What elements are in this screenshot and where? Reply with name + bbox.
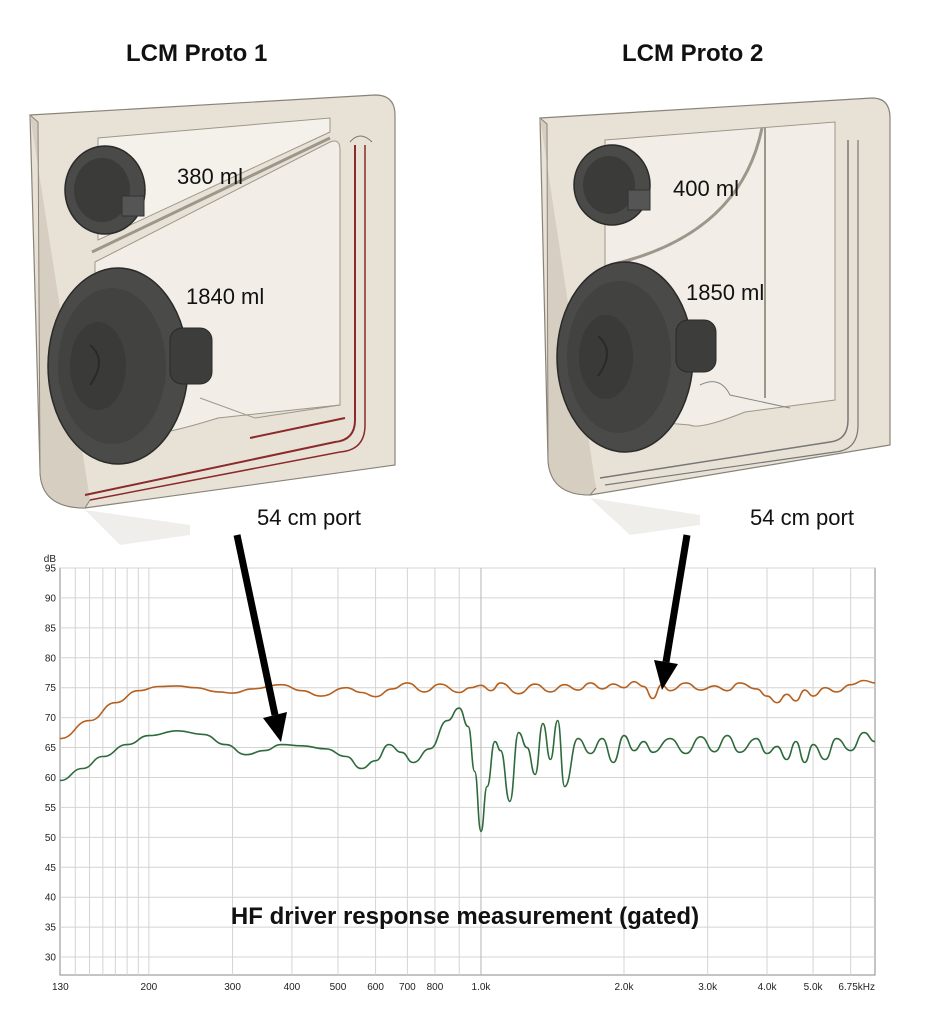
- y-tick-label: 55: [45, 803, 57, 814]
- x-tick-label: 800: [427, 982, 444, 993]
- proto2-arrowhead-icon: [654, 660, 678, 690]
- y-tick-label: 30: [45, 953, 57, 964]
- x-tick-label: 700: [399, 982, 416, 993]
- y-tick-label: 75: [45, 683, 57, 694]
- annotation-arrows: [233, 534, 691, 742]
- x-tick-label: 300: [224, 982, 241, 993]
- proto1-response-trace: [59, 707, 876, 833]
- x-tick-label: 500: [330, 982, 347, 993]
- x-tick-label: 200: [141, 982, 158, 993]
- y-tick-label: 65: [45, 743, 57, 754]
- proto2-hf-volume: 400 ml: [673, 176, 740, 201]
- proto1-title: LCM Proto 1: [126, 40, 268, 67]
- proto1-lf-volume: 1840 ml: [186, 284, 265, 309]
- chart-title: HF driver response measurement (gated): [230, 903, 700, 930]
- cabinet-illustrations: [29, 94, 891, 545]
- proto1-hf-volume: 380 ml: [177, 164, 244, 189]
- proto1-arrow-shaft: [233, 534, 279, 716]
- x-tick-label: 4.0k: [758, 982, 778, 993]
- x-tick-label: 400: [284, 982, 301, 993]
- proto2-cabinet: [539, 97, 891, 535]
- y-tick-label: 95: [45, 564, 57, 575]
- y-tick-label: 80: [45, 653, 57, 664]
- proto1-port-label: 54 cm port: [257, 505, 361, 530]
- x-tick-label: 6.75kHz: [838, 982, 875, 993]
- y-tick-label: 70: [45, 713, 57, 724]
- x-tick-label: 3.0k: [698, 982, 718, 993]
- x-tick-label: 600: [367, 982, 384, 993]
- y-tick-label: 60: [45, 773, 57, 784]
- proto2-title: LCM Proto 2: [622, 40, 764, 67]
- proto1-arrowhead-icon: [263, 712, 287, 742]
- x-tick-label: 130: [52, 982, 69, 993]
- proto2-port-label: 54 cm port: [750, 505, 854, 530]
- x-tick-label: 2.0k: [615, 982, 635, 993]
- y-tick-label: 85: [45, 623, 57, 634]
- y-tick-label: 50: [45, 833, 57, 844]
- x-tick-label: 5.0k: [804, 982, 824, 993]
- proto1-cabinet: [29, 94, 396, 545]
- chart-traces: [59, 679, 876, 833]
- y-tick-label: 45: [45, 863, 57, 874]
- y-tick-label: 90: [45, 593, 57, 604]
- proto2-lf-volume: 1850 ml: [686, 280, 765, 305]
- x-tick-label: 1.0k: [472, 982, 492, 993]
- proto2-response-trace: [59, 679, 876, 740]
